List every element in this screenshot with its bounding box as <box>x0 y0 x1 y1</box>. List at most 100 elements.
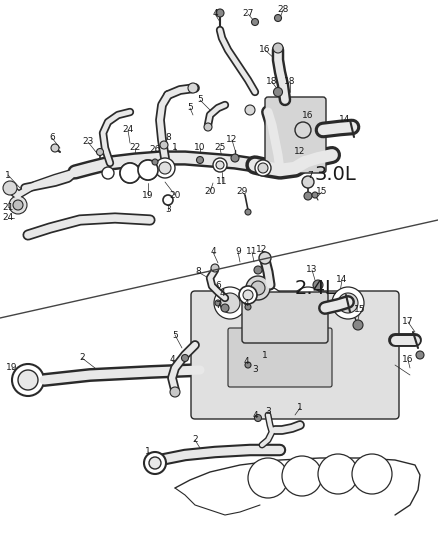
Circle shape <box>353 320 363 330</box>
Circle shape <box>204 123 212 131</box>
Text: 8: 8 <box>195 268 201 277</box>
Circle shape <box>248 458 288 498</box>
Circle shape <box>254 266 262 274</box>
Circle shape <box>213 158 227 172</box>
Text: 15: 15 <box>354 305 366 314</box>
Text: 2: 2 <box>79 353 85 362</box>
Circle shape <box>258 163 268 173</box>
Circle shape <box>188 83 198 93</box>
Circle shape <box>138 160 158 180</box>
Circle shape <box>312 192 318 198</box>
Circle shape <box>255 160 271 176</box>
Circle shape <box>313 280 323 290</box>
Circle shape <box>275 14 282 21</box>
Text: 4: 4 <box>212 10 218 19</box>
Text: 9: 9 <box>235 247 241 256</box>
Circle shape <box>338 293 358 313</box>
Circle shape <box>181 354 188 361</box>
Circle shape <box>245 304 251 310</box>
Text: 20: 20 <box>170 190 181 199</box>
Circle shape <box>254 415 261 422</box>
FancyBboxPatch shape <box>191 291 399 419</box>
FancyBboxPatch shape <box>265 97 326 173</box>
Text: 23: 23 <box>82 138 94 147</box>
Text: 8: 8 <box>165 133 171 142</box>
Circle shape <box>258 293 278 313</box>
Circle shape <box>3 181 17 195</box>
Circle shape <box>220 293 240 313</box>
Text: 16: 16 <box>302 110 314 119</box>
Text: 1: 1 <box>5 171 11 180</box>
Circle shape <box>295 122 311 138</box>
Text: 1: 1 <box>297 403 303 413</box>
Circle shape <box>243 290 253 300</box>
Text: 6: 6 <box>215 280 221 289</box>
Text: 5: 5 <box>172 330 178 340</box>
Circle shape <box>18 370 38 390</box>
Text: 4: 4 <box>169 356 175 365</box>
Text: 22: 22 <box>129 143 141 152</box>
Text: 24: 24 <box>2 214 14 222</box>
Circle shape <box>96 149 103 156</box>
Text: 13: 13 <box>306 265 318 274</box>
Circle shape <box>259 252 271 264</box>
Circle shape <box>149 457 161 469</box>
Circle shape <box>120 163 140 183</box>
Text: 10: 10 <box>194 143 206 152</box>
Circle shape <box>138 160 158 180</box>
Text: 4: 4 <box>210 247 216 256</box>
Text: 7: 7 <box>215 301 221 310</box>
Text: 11: 11 <box>246 247 258 256</box>
Circle shape <box>159 162 171 174</box>
Text: 12: 12 <box>256 246 268 254</box>
Circle shape <box>304 192 312 200</box>
Circle shape <box>273 87 283 96</box>
Text: 11: 11 <box>216 177 228 187</box>
Circle shape <box>292 287 324 319</box>
Circle shape <box>245 209 251 215</box>
Circle shape <box>13 200 23 210</box>
Text: 29: 29 <box>237 188 247 197</box>
FancyBboxPatch shape <box>228 328 332 387</box>
Circle shape <box>302 176 314 188</box>
Circle shape <box>231 154 239 162</box>
Text: 12: 12 <box>226 135 238 144</box>
Circle shape <box>298 293 318 313</box>
Circle shape <box>160 141 168 149</box>
Circle shape <box>221 304 229 312</box>
Text: 19: 19 <box>142 190 154 199</box>
Text: 5: 5 <box>197 95 203 104</box>
Circle shape <box>252 287 284 319</box>
Circle shape <box>120 163 140 183</box>
Circle shape <box>215 300 221 306</box>
Text: 18: 18 <box>266 77 278 86</box>
Text: 15: 15 <box>316 188 328 197</box>
Circle shape <box>246 276 270 300</box>
Circle shape <box>12 364 44 396</box>
Circle shape <box>155 158 175 178</box>
Text: 4: 4 <box>243 358 249 367</box>
Text: 1: 1 <box>262 351 268 359</box>
Text: 26: 26 <box>149 146 161 155</box>
Circle shape <box>102 167 114 179</box>
Text: 14: 14 <box>339 116 351 125</box>
Text: 4: 4 <box>243 298 249 308</box>
Text: 24: 24 <box>122 125 134 134</box>
Circle shape <box>163 195 173 205</box>
Circle shape <box>211 264 219 272</box>
Text: 3: 3 <box>265 408 271 416</box>
Text: 25: 25 <box>214 143 226 152</box>
Text: 5: 5 <box>187 103 193 112</box>
Text: 2: 2 <box>192 435 198 445</box>
Circle shape <box>214 287 246 319</box>
Circle shape <box>170 387 180 397</box>
Text: 20: 20 <box>204 188 215 197</box>
Circle shape <box>142 164 154 176</box>
Text: 6: 6 <box>49 133 55 142</box>
Text: 2.4L: 2.4L <box>295 279 337 297</box>
Circle shape <box>273 43 283 53</box>
Circle shape <box>251 281 265 295</box>
Text: 18: 18 <box>284 77 296 86</box>
Text: 1: 1 <box>145 448 151 456</box>
Text: 3: 3 <box>252 366 258 375</box>
